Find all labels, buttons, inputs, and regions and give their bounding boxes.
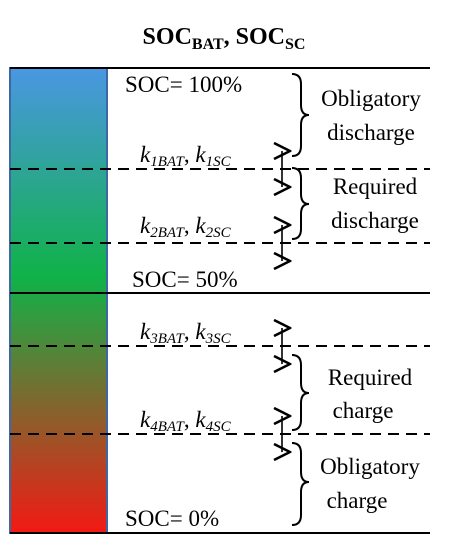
brace-required-charge: [291, 354, 310, 431]
region-label-obligatory-charge-2: charge: [327, 488, 388, 513]
soc-0-label: SOC= 0%: [125, 506, 219, 531]
region-label-required-discharge-2: discharge: [331, 208, 419, 233]
region-label-obligatory-discharge: Obligatory: [321, 86, 421, 111]
region-label-obligatory-discharge-2: discharge: [327, 120, 415, 145]
threshold-label-4: k4BAT, k4SC: [140, 407, 232, 435]
region-label-obligatory-charge: Obligatory: [320, 454, 420, 479]
soc-gradient-bar: [9, 67, 108, 534]
threshold-label-1: k1BAT, k1SC: [140, 142, 232, 170]
brace-obligatory-charge: [291, 442, 310, 526]
region-label-required-charge-2: charge: [333, 398, 394, 423]
region-label-required-discharge: Required: [333, 174, 418, 199]
brace-obligatory-discharge: [291, 73, 310, 157]
diagram-title: SOCBAT, SOCSC: [143, 24, 306, 53]
threshold-label-2: k2BAT, k2SC: [140, 213, 232, 241]
threshold-label-3: k3BAT, k3SC: [140, 319, 232, 347]
soc-100-label: SOC= 100%: [125, 72, 242, 97]
region-label-required-charge: Required: [328, 365, 413, 390]
soc-50-label: SOC= 50%: [132, 267, 238, 292]
brace-required-discharge: [291, 167, 310, 240]
